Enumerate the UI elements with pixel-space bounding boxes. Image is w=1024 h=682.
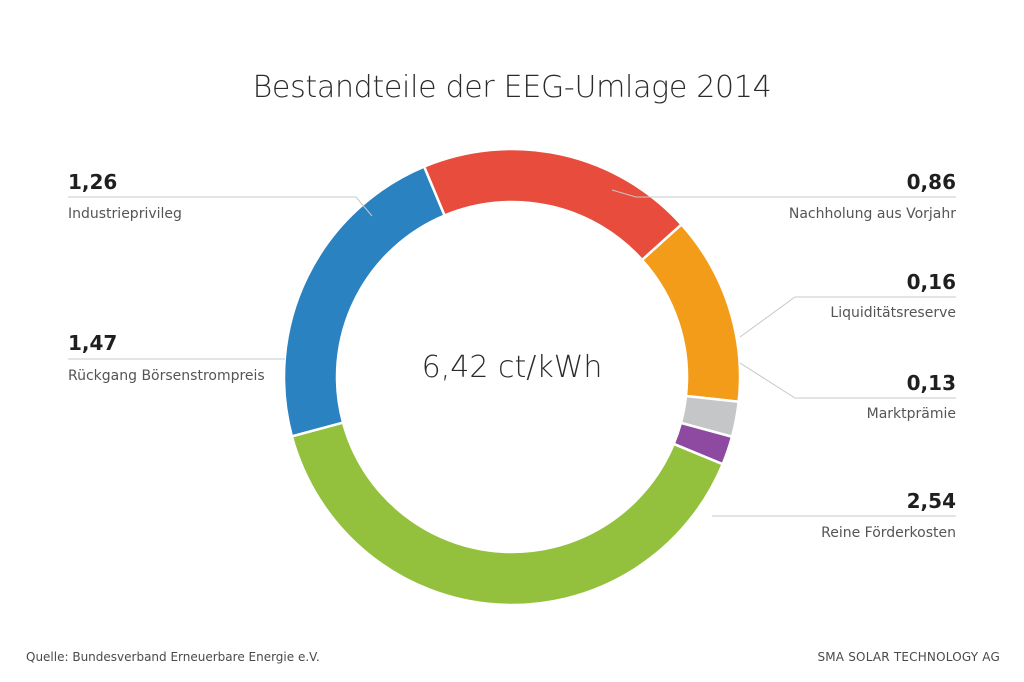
leader-line-marktpraemie	[739, 362, 956, 399]
value-marktpraemie: 0,13	[906, 371, 956, 395]
chart-title: Bestandteile der EEG-Umlage 2014	[252, 70, 772, 105]
value-nachholung-aus-vorjahr: 0,86	[906, 170, 956, 194]
leader-line-liquiditaetsreserve	[739, 296, 956, 338]
brand-label: SMA Solar Technology AG	[817, 650, 1000, 664]
value-rueckgang-boersenstrompreis: 1,47	[68, 331, 118, 355]
slice-reine-f-rderkosten	[290, 421, 725, 607]
leader-line-nachholung	[611, 189, 956, 198]
label-rueckgang-boersenstrompreis: Rückgang Börsenstrompreis	[68, 368, 265, 384]
leader-line-industrieprivileg	[68, 196, 373, 217]
label-reine-foerderkosten: Reine Förderkosten	[821, 525, 956, 541]
label-liquiditaetsreserve: Liquiditätsreserve	[830, 305, 956, 321]
value-liquiditaetsreserve: 0,16	[906, 270, 956, 294]
source-note: Quelle: Bundesverband Erneuerbare Energi…	[26, 650, 320, 664]
label-nachholung-aus-vorjahr: Nachholung aus Vorjahr	[788, 206, 956, 222]
center-total-label: 6,42 ct/kWh	[421, 350, 603, 385]
label-marktpraemie: Marktprämie	[866, 406, 956, 422]
value-reine-foerderkosten: 2,54	[906, 489, 956, 513]
slice-industrieprivileg	[422, 147, 684, 262]
value-industrieprivileg: 1,26	[68, 170, 118, 194]
label-industrieprivileg: Industrieprivileg	[68, 206, 182, 222]
